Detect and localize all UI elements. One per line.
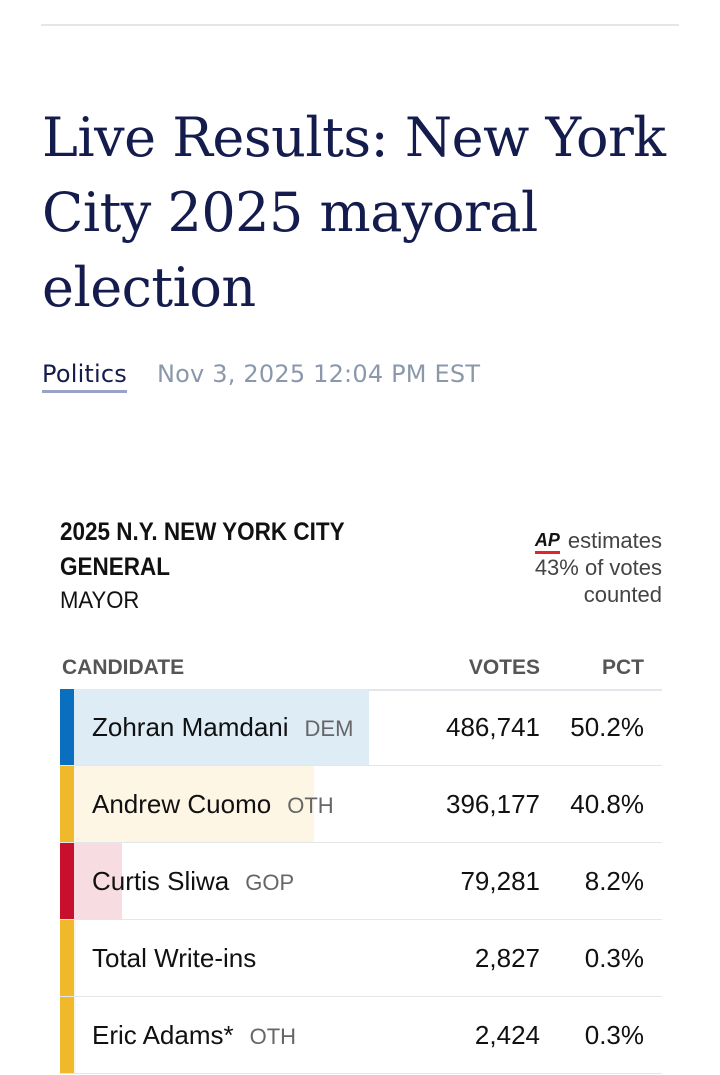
article-headline: Live Results: New York City 2025 mayoral… [42,106,666,319]
vote-share-fill [74,997,76,1073]
party-color-bar [60,689,74,765]
ap-logo: AP [534,531,560,554]
party-color-bar [60,997,74,1073]
candidate-row: Total Write-ins 2,827 0.3% [60,920,662,997]
candidate-name: Eric Adams* [92,1020,234,1050]
header-pct: PCT [602,656,644,679]
race-office: MAYOR [60,587,140,614]
candidate-name: Andrew Cuomo [92,789,272,819]
vote-share-fill [74,920,76,996]
ap-estimate-line-1: AP estimates [442,527,662,554]
candidate-pct: 40.8% [570,789,644,819]
candidate-cell: Curtis Sliwa GOP [92,843,294,919]
ap-estimate: AP estimates 43% of votes counted [442,527,662,608]
vote-share-fill [74,766,314,842]
results-table-header: CANDIDATE VOTES PCT [60,655,662,691]
candidate-cell: Zohran Mamdani DEM [92,689,353,765]
vote-share-fill [74,843,122,919]
ap-estimate-line-2: 43% of votes [534,555,662,580]
party-color-bar [60,843,74,919]
candidate-votes: 486,741 [446,712,540,742]
candidate-cell: Eric Adams* OTH [92,997,296,1073]
candidate-cell: Total Write-ins [92,920,272,996]
publish-timestamp: Nov 3, 2025 12:04 PM EST [157,360,481,388]
candidate-name: Zohran Mamdani [92,712,289,742]
vote-share-fill [74,689,369,765]
candidate-votes: 79,281 [460,866,540,896]
candidate-votes: 396,177 [446,789,540,819]
article-meta: Politics Nov 3, 2025 12:04 PM EST [42,360,480,396]
header-candidate: CANDIDATE [62,656,185,679]
candidate-name: Curtis Sliwa [92,866,230,896]
candidate-party: GOP [245,870,295,895]
candidate-votes: 2,827 [474,943,540,973]
candidate-pct: 0.3% [584,1020,644,1050]
ap-estimate-line-3: counted [583,582,662,607]
candidate-pct: 8.2% [584,866,644,896]
candidate-pct: 50.2% [570,712,644,742]
candidate-row: Curtis Sliwa GOP 79,281 8.2% [60,843,662,920]
header-votes: VOTES [468,656,540,679]
candidate-row: Zohran Mamdani DEM 486,741 50.2% [60,689,662,766]
candidate-name: Total Write-ins [92,943,257,973]
party-color-bar [60,920,74,996]
candidate-party: DEM [304,716,354,741]
party-color-bar [60,766,74,842]
candidate-party: OTH [287,793,334,818]
top-divider [41,24,679,26]
results-rows: Zohran Mamdani DEM 486,741 50.2% Andrew C… [60,689,662,1074]
section-link-politics[interactable]: Politics [42,360,128,393]
race-title: 2025 N.Y. NEW YORK CITY GENERAL [60,518,345,581]
candidate-row: Andrew Cuomo OTH 396,177 40.8% [60,766,662,843]
candidate-party: OTH [249,1024,297,1049]
candidate-cell: Andrew Cuomo OTH [92,766,334,842]
ap-estimates-label: estimates [567,528,662,553]
candidate-row: Eric Adams* OTH 2,424 0.3% [60,997,662,1074]
candidate-pct: 0.3% [584,943,644,973]
candidate-votes: 2,424 [474,1020,540,1050]
